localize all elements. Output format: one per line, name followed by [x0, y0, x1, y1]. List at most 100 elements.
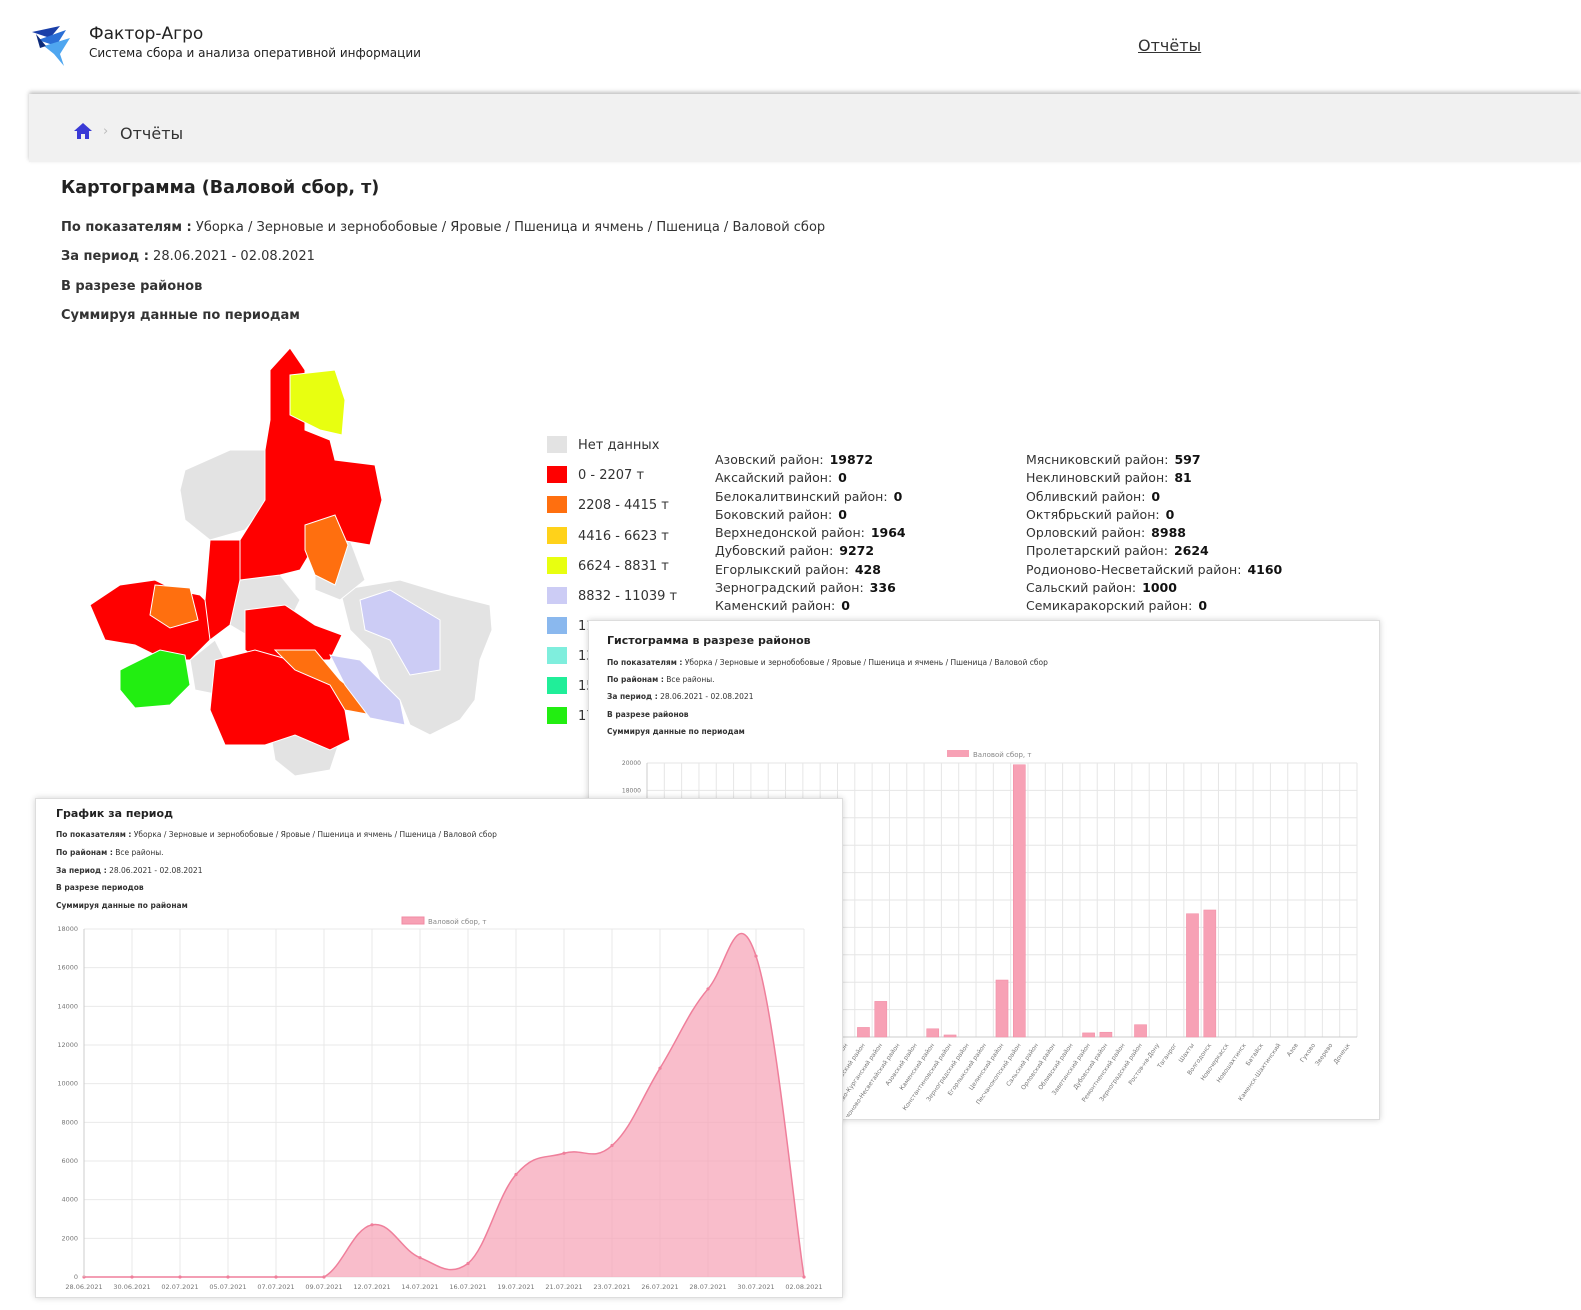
- histogram-bar: [995, 979, 1009, 1038]
- district-value: 4160: [1247, 561, 1283, 577]
- district-value: 597: [1174, 452, 1201, 467]
- district-row: Дубовский район: 9272: [715, 543, 906, 561]
- histogram-bar: [1013, 764, 1026, 1038]
- legend-label: 2208 - 4415 т: [578, 498, 669, 513]
- area-y-tick-label: 14000: [57, 1002, 78, 1010]
- district-row: Сальский район: 1000: [1026, 580, 1282, 598]
- period-chart-districts: По районам : Все районы.: [56, 848, 164, 857]
- legend-swatch: [547, 587, 567, 604]
- district-name: Верхнедонской район:: [715, 525, 865, 541]
- district-value: 8988: [1151, 525, 1186, 541]
- district-row: Октябрьский район: 0: [1026, 507, 1282, 525]
- legend-label: 0 - 2207 т: [578, 468, 645, 483]
- area-point: [226, 1275, 230, 1279]
- map-region-south-red: [209, 649, 351, 751]
- area-x-tick-label: 16.07.2021: [449, 1283, 486, 1291]
- histogram-bar: [1099, 1031, 1113, 1038]
- breadcrumb-separator-icon: ›: [103, 124, 109, 139]
- district-name: Октябрьский район:: [1026, 506, 1160, 522]
- district-name: Пролетарский район:: [1026, 543, 1168, 559]
- choropleth-map[interactable]: [80, 340, 500, 780]
- period-chart-period: За период : 28.06.2021 - 02.08.2021: [56, 866, 202, 875]
- area-point: [658, 1066, 662, 1070]
- area-x-tick-label: 07.07.2021: [257, 1283, 294, 1291]
- histogram-y-tick-label: 18000: [622, 787, 641, 794]
- period-area-chart: Валовой сбор, т 0 2000 4000 6000 8000 10000 120…: [57, 916, 823, 1291]
- district-value: 0: [838, 506, 847, 522]
- area-x-tick-label: 26.07.2021: [641, 1283, 678, 1291]
- histogram-bar: [874, 1001, 888, 1038]
- breadcrumb-current: Отчёты: [120, 124, 184, 143]
- map-region-orange-north: [304, 514, 349, 586]
- nav-reports-link[interactable]: Отчёты: [1138, 36, 1202, 55]
- district-row: Аксайский район: 0: [715, 470, 906, 488]
- area-point: [274, 1275, 278, 1279]
- legend-swatch: [547, 436, 567, 453]
- district-name: Сальский район:: [1026, 580, 1137, 596]
- area-x-tick-label: 14.07.2021: [401, 1283, 438, 1291]
- app-header: Фактор-Агро Система сбора и анализа опер…: [0, 0, 1581, 92]
- district-row: Пролетарский район: 2624: [1026, 543, 1282, 561]
- area-y-tick-label: 2000: [61, 1234, 78, 1242]
- district-name: Егорлыкский район:: [715, 561, 849, 577]
- period-chart-indicators-label: По показателям :: [56, 830, 132, 839]
- district-name: Зерноградский район:: [715, 580, 864, 596]
- area-point: [514, 1172, 518, 1177]
- histogram-bar: [943, 1034, 957, 1038]
- area-point: [466, 1261, 470, 1266]
- area-point: [610, 1143, 614, 1148]
- district-value: 428: [854, 561, 881, 577]
- area-point: [130, 1275, 134, 1279]
- district-value: 0: [841, 598, 850, 614]
- histogram-bar: [857, 1027, 870, 1038]
- area-x-tick-label: 12.07.2021: [353, 1283, 390, 1291]
- district-row: Семикаракорский район: 0: [1026, 598, 1282, 616]
- map-region-orange-west: [149, 584, 199, 629]
- histogram-grouping: В разрезе районов: [607, 710, 689, 719]
- area-y-tick-label: 12000: [57, 1041, 78, 1049]
- period-chart-districts-label: По районам :: [56, 848, 113, 857]
- indicators-value: Уборка / Зерновые и зернобобовые / Яровы…: [195, 220, 826, 235]
- district-name: Каменский район:: [715, 598, 836, 614]
- legend-swatch: [547, 647, 567, 664]
- histogram-indicators-label: По показателям :: [607, 658, 683, 667]
- map-region-west-upper: [179, 449, 271, 541]
- district-row: Боковский район: 0: [715, 507, 906, 525]
- report-indicators: По показателям : Уборка / Зерновые и зер…: [61, 220, 825, 235]
- histogram-indicators-value: Уборка / Зерновые и зернобобовые / Яровы…: [684, 658, 1048, 667]
- district-row: Обливский район: 0: [1026, 489, 1282, 507]
- district-name: Обливский район:: [1026, 488, 1146, 504]
- map-region-green: [119, 649, 191, 709]
- period-value: 28.06.2021 - 02.08.2021: [153, 249, 315, 264]
- area-x-tick-label: 30.07.2021: [737, 1283, 774, 1291]
- indicators-label: По показателям :: [61, 220, 192, 235]
- district-row: Мясниковский район: 597: [1026, 452, 1282, 470]
- district-row: Неклиновский район: 81: [1026, 470, 1282, 488]
- district-value: 336: [869, 580, 896, 596]
- map-region-lavender-south: [329, 654, 406, 726]
- page-title: Картограмма (Валовой сбор, т): [61, 178, 380, 198]
- district-name: Орловский район:: [1026, 525, 1146, 541]
- district-row: Зерноградский район: 336: [715, 580, 906, 598]
- report-grouping: В разрезе районов: [61, 279, 203, 294]
- district-value: 0: [1165, 506, 1175, 522]
- legend-label: 4416 - 6623 т: [578, 529, 669, 544]
- area-y-tick-label: 6000: [61, 1157, 78, 1165]
- histogram-legend-label: Валовой сбор, т: [973, 751, 1031, 759]
- area-point: [802, 1275, 806, 1279]
- period-chart-panel: График за период По показателям : Уборка…: [35, 798, 843, 1298]
- histogram-period-value: 28.06.2021 - 02.08.2021: [660, 692, 754, 701]
- period-chart-districts-value: Все районы.: [115, 848, 164, 857]
- district-name: Семикаракорский район:: [1026, 598, 1193, 614]
- legend-label: Нет данных: [578, 438, 660, 453]
- histogram-indicators: По показателям : Уборка / Зерновые и зер…: [607, 658, 1048, 667]
- district-row: Белокалитвинский район: 0: [715, 489, 906, 507]
- district-list-right: Мясниковский район: 597 Неклиновский райо…: [1026, 452, 1282, 617]
- district-name: Родионово-Несветайский район:: [1026, 561, 1242, 577]
- map-region-middle-red: [204, 539, 241, 641]
- area-y-tick-label: 0: [74, 1273, 78, 1281]
- district-value: 81: [1174, 470, 1192, 486]
- home-icon[interactable]: [73, 122, 93, 140]
- area-x-tick-label: 19.07.2021: [497, 1283, 534, 1291]
- area-point: [754, 954, 758, 958]
